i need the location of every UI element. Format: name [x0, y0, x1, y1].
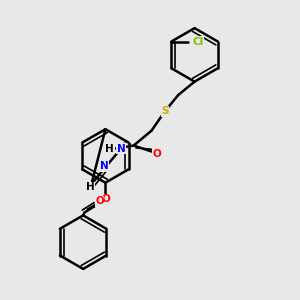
Text: S: S — [161, 106, 169, 116]
Text: N: N — [117, 143, 125, 154]
Text: Cl: Cl — [192, 37, 203, 46]
Text: N: N — [100, 161, 109, 171]
Text: O: O — [101, 194, 110, 204]
Text: O: O — [95, 196, 104, 206]
Text: O: O — [152, 149, 161, 159]
Text: H: H — [85, 182, 94, 192]
Text: H: H — [106, 143, 114, 154]
